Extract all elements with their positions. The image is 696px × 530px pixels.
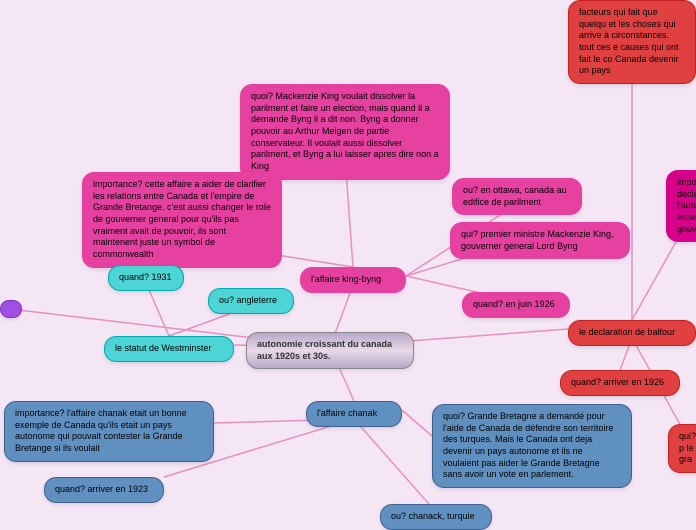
chanak-child-2[interactable]: quoi? Grande Bretagne a demandé pour l'a… <box>432 404 632 488</box>
chanak-child-1[interactable]: quand? arriver en 1923 <box>44 477 164 503</box>
branch-king-byng[interactable]: l'affaire king-byng <box>300 267 406 293</box>
westminster-child-1[interactable]: quand? 1931 <box>108 265 184 291</box>
balfour-child-0[interactable]: importa declara l'auton essenti gouver <box>666 170 696 242</box>
chanak-child-0[interactable]: importance? l'affaire chanak etait un bo… <box>4 401 214 462</box>
center-node[interactable]: autonomie croissant du canada aux 1920s … <box>246 332 414 369</box>
branch-balfour[interactable]: le declaration de balfour <box>568 320 696 346</box>
edge-top-node[interactable]: facteurs qui fait que quelqu et les chos… <box>568 0 696 84</box>
king-byng-child-2[interactable]: ou? en ottawa, canada au edifice de pari… <box>452 178 582 215</box>
balfour-child-2[interactable]: qui? p le gra <box>668 424 696 473</box>
branch-chanak[interactable]: l'affaire chanak <box>306 401 402 427</box>
king-byng-child-1[interactable]: importance? cette affaire a aider de cla… <box>82 172 282 268</box>
balfour-child-1[interactable]: quand? arriver en 1926 <box>560 370 680 396</box>
chanak-child-3[interactable]: ou? chanack, turquie <box>380 504 492 530</box>
king-byng-child-0[interactable]: quoi? Mackenzie King voulait dissolver l… <box>240 84 450 180</box>
westminster-child-0[interactable]: ou? angleterre <box>208 288 294 314</box>
king-byng-child-4[interactable]: quand? en juin 1926 <box>462 292 570 318</box>
branch-westminster[interactable]: le statut de Westminster <box>104 336 234 362</box>
king-byng-child-3[interactable]: qui? premier ministre Mackenzie King, go… <box>450 222 630 259</box>
edge-left-node[interactable] <box>0 300 22 318</box>
